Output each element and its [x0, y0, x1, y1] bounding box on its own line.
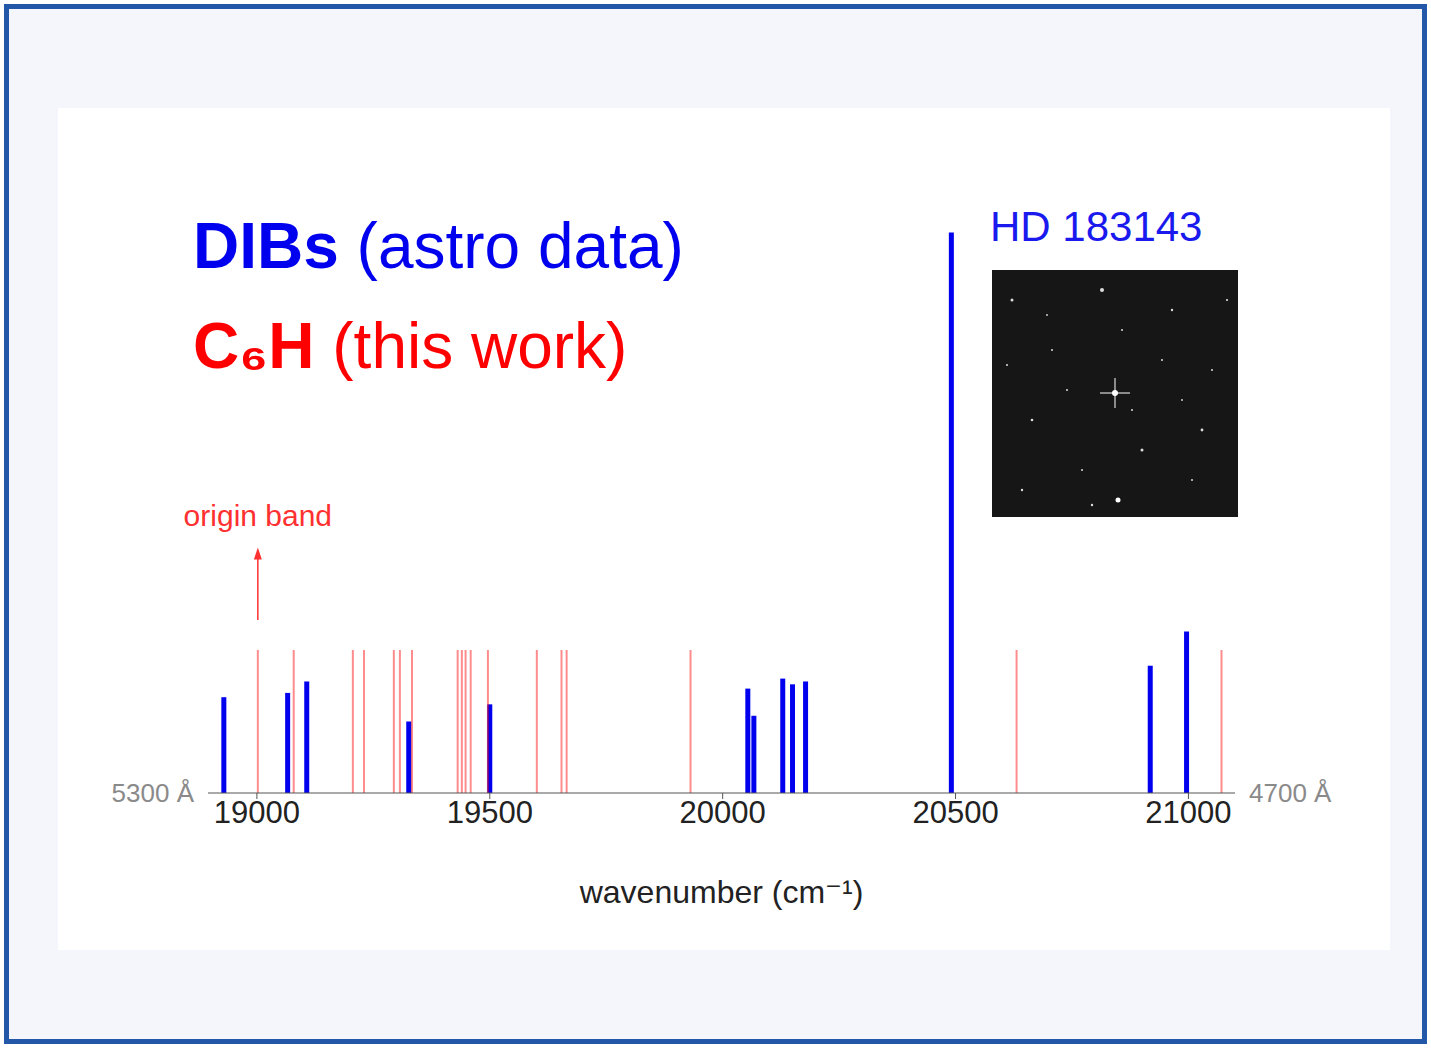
html-text:HD 183143: HD 183143 [990, 203, 1203, 250]
svg-text:5300 Å: 5300 Å [112, 778, 195, 808]
svg-text:19500: 19500 [447, 795, 533, 830]
html-text:DIBs (astro data): DIBs (astro data) [193, 210, 684, 282]
svg-text:20000: 20000 [680, 795, 766, 830]
svg-text:wavenumber (cm⁻¹): wavenumber (cm⁻¹) [579, 874, 864, 910]
svg-text:20500: 20500 [912, 795, 998, 830]
svg-text:19000: 19000 [214, 795, 300, 830]
html-text:C₆H (this work): C₆H (this work) [193, 310, 628, 382]
svg-text:21000: 21000 [1145, 795, 1231, 830]
svg-text:4700 Å: 4700 Å [1249, 778, 1332, 808]
svg-text:origin band: origin band [184, 499, 332, 532]
